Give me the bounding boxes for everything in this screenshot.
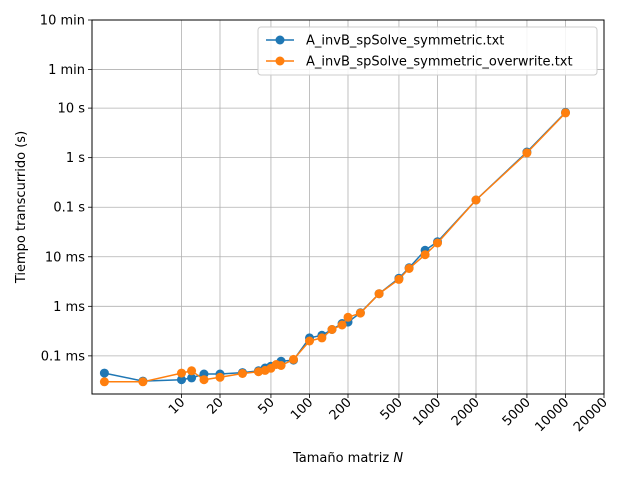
series-1-point [215, 372, 225, 382]
y-tick-label: 1 ms [53, 300, 85, 315]
x-tick-label: 50 [255, 395, 277, 417]
series-0-point [99, 368, 109, 378]
series-1-point [317, 333, 327, 343]
legend-label: A_invB_spSolve_symmetric_overwrite.txt [306, 55, 573, 70]
x-axis-label: Tamaño matriz N [292, 451, 403, 466]
series-1-point [276, 361, 286, 370]
legend-entry-1: A_invB_spSolve_symmetric_overwrite.txt [266, 55, 573, 70]
y-tick-label: 0.1 ms [41, 349, 85, 364]
legend-marker [275, 56, 285, 66]
x-tick-label: 200 [327, 395, 355, 423]
y-tick-label: 10 min [40, 14, 85, 29]
series-1-point [433, 238, 442, 248]
series-1-point [305, 336, 314, 346]
series-1-point [374, 289, 384, 299]
series-0-point [187, 373, 197, 383]
series-1-point [199, 375, 209, 385]
series-1-point [471, 195, 481, 205]
series-0-line [104, 111, 567, 382]
series-1-point [99, 377, 109, 387]
x-tick-label: 1000 [410, 395, 444, 429]
legend: A_invB_spSolve_symmetric.txt A_invB_spSol… [257, 26, 598, 76]
series-1-point [404, 264, 414, 273]
series-1-line [104, 112, 567, 383]
y-tick-label: 10 ms [45, 250, 85, 265]
legend-entry-0: A_invB_spSolve_symmetric.txt [266, 34, 504, 49]
series-1-point [561, 108, 570, 118]
y-tick-label: 0.1 s [53, 201, 85, 216]
x-tick-label: 20 [205, 395, 227, 417]
x-tick-label: 20000 [571, 395, 611, 435]
series-1-point [187, 366, 197, 376]
x-tick-label: 5000 [500, 395, 534, 429]
x-tick-label: 10 [166, 395, 188, 417]
x-tick-label: 100 [288, 395, 316, 423]
y-tick-label: 10 s [58, 102, 86, 117]
series-1-point [177, 368, 186, 378]
series-1-point [355, 308, 365, 318]
y-axis-label: Tiempo transcurrido (s) [14, 131, 29, 284]
x-tick-label: 500 [378, 395, 406, 423]
series-1-point [238, 369, 247, 378]
legend-label: A_invB_spSolve_symmetric.txt [306, 34, 504, 49]
series-0 [99, 107, 570, 386]
series-1-point [343, 312, 353, 322]
legend-marker [275, 35, 285, 45]
series-1-point [394, 274, 404, 284]
y-tick-label: 1 min [48, 63, 85, 78]
legend-box [257, 26, 598, 76]
series-1-point [420, 250, 430, 260]
y-tick-label: 1 s [66, 151, 85, 166]
series-1-point [327, 325, 337, 334]
series-0-point [177, 375, 186, 385]
series-1 [99, 108, 570, 387]
series-layer [99, 107, 570, 387]
series-1-point [337, 320, 347, 330]
grid [92, 19, 605, 394]
x-tick-label: 10000 [532, 395, 572, 435]
series-1-point [138, 377, 148, 387]
x-tick-label: 2000 [449, 395, 483, 429]
series-1-point [289, 354, 298, 364]
y-axis: 0.1 ms 1 ms 10 ms 0.1 s 1 s 10 s 1 min 10 min [40, 14, 92, 364]
series-1-point [522, 148, 532, 158]
